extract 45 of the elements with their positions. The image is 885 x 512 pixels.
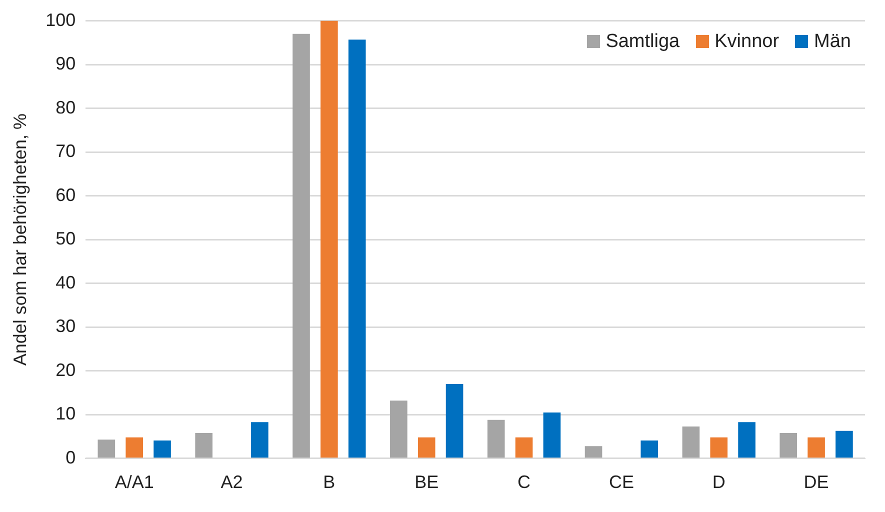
x-tick-label: BE bbox=[414, 472, 439, 492]
y-tick-label: 60 bbox=[56, 184, 76, 205]
bar bbox=[808, 437, 825, 458]
y-tick-label: 70 bbox=[56, 141, 76, 162]
bar bbox=[487, 420, 505, 458]
y-tick-label: 80 bbox=[56, 97, 76, 118]
bar bbox=[320, 20, 338, 458]
bar bbox=[682, 426, 700, 458]
x-tick-label: D bbox=[712, 472, 726, 492]
x-tick-label: DE bbox=[804, 472, 829, 492]
bar bbox=[348, 40, 366, 458]
bar bbox=[418, 437, 436, 458]
bar bbox=[836, 430, 853, 458]
x-tick-label: A/A1 bbox=[114, 472, 154, 492]
y-tick-label: 30 bbox=[56, 316, 76, 336]
bar bbox=[738, 422, 756, 458]
bar bbox=[126, 437, 143, 458]
x-tick-label: C bbox=[518, 472, 531, 492]
bar bbox=[98, 440, 116, 458]
bar bbox=[584, 446, 602, 458]
bar bbox=[780, 433, 798, 458]
x-tick-label: B bbox=[323, 472, 336, 492]
y-axis-title: Andel som har behörigheten, % bbox=[10, 114, 30, 366]
bar bbox=[390, 400, 408, 458]
x-tick-label: CE bbox=[608, 472, 634, 492]
bar bbox=[543, 412, 561, 458]
y-tick-label: 40 bbox=[56, 272, 76, 292]
bar bbox=[710, 437, 728, 458]
y-tick-label: 0 bbox=[66, 447, 76, 468]
bar bbox=[292, 34, 310, 458]
bar bbox=[251, 422, 268, 458]
legend-label: Samtliga bbox=[606, 30, 680, 53]
bar bbox=[195, 433, 212, 458]
x-tick-label: A2 bbox=[220, 472, 243, 492]
legend-label: Män bbox=[814, 30, 851, 53]
bar bbox=[515, 437, 533, 458]
y-tick-label: 90 bbox=[56, 54, 76, 74]
y-tick-label: 10 bbox=[56, 404, 76, 424]
y-tick-label: 100 bbox=[46, 10, 76, 30]
bar bbox=[640, 440, 658, 458]
y-tick-label: 20 bbox=[56, 360, 76, 380]
legend-label: Kvinnor bbox=[714, 30, 780, 53]
y-tick-label: 50 bbox=[56, 228, 76, 249]
bar bbox=[446, 384, 464, 458]
bar bbox=[154, 440, 171, 458]
